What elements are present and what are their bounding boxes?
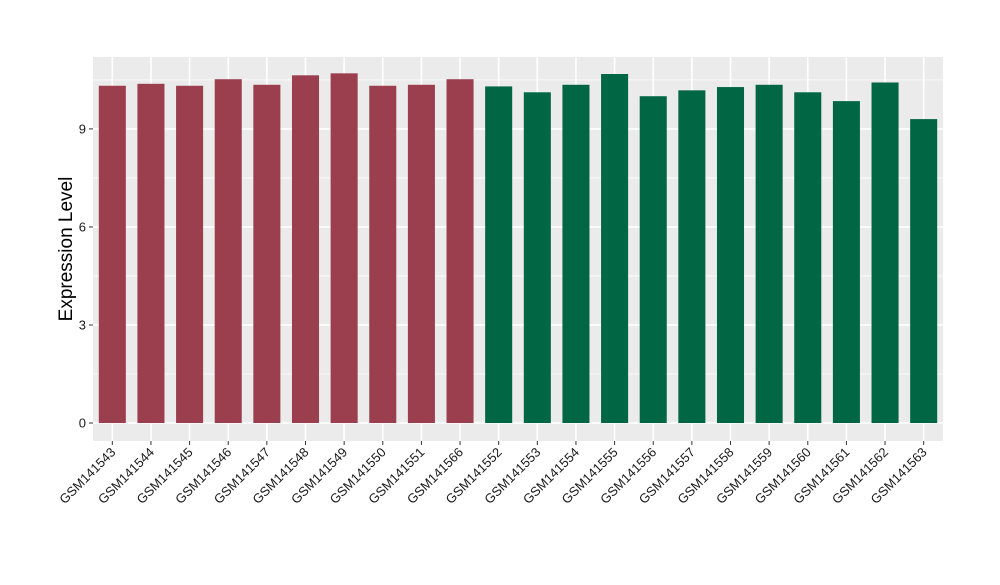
bar-gsm141555 — [601, 73, 629, 424]
y-tick-label: 0 — [79, 416, 86, 431]
y-axis-title: Expression Level — [56, 177, 77, 322]
bar-gsm141556 — [639, 96, 667, 424]
bar-gsm141545 — [176, 85, 204, 424]
bar-gsm141558 — [716, 87, 745, 424]
bar-gsm141563 — [910, 119, 938, 424]
bar-gsm141544 — [137, 83, 165, 424]
x-axis: GSM141543GSM141544GSM141545GSM141546GSM1… — [56, 441, 930, 507]
y-tick-label: 3 — [79, 317, 86, 332]
bar-gsm141543 — [98, 85, 126, 424]
bar-gsm141566 — [446, 79, 474, 424]
y-axis: 0 3 6 9 — [79, 121, 93, 431]
bar-gsm141561 — [832, 101, 860, 424]
bar-gsm141552 — [485, 86, 513, 424]
bar-gsm141562 — [871, 82, 899, 424]
bar-gsm141550 — [369, 85, 397, 424]
bar-gsm141559 — [755, 84, 783, 424]
bar-gsm141557 — [678, 90, 706, 424]
y-tick-label: 9 — [79, 121, 86, 136]
bar-gsm141560 — [794, 92, 822, 424]
bar-gsm141553 — [523, 92, 551, 424]
bar-gsm141548 — [291, 75, 320, 424]
y-tick-label: 6 — [79, 219, 86, 234]
bar-gsm141549 — [330, 73, 358, 424]
bar-gsm141554 — [562, 84, 590, 424]
bar-gsm141546 — [214, 79, 242, 424]
bars — [98, 73, 938, 424]
bar-gsm141551 — [407, 84, 435, 424]
bar-gsm141547 — [253, 84, 281, 424]
